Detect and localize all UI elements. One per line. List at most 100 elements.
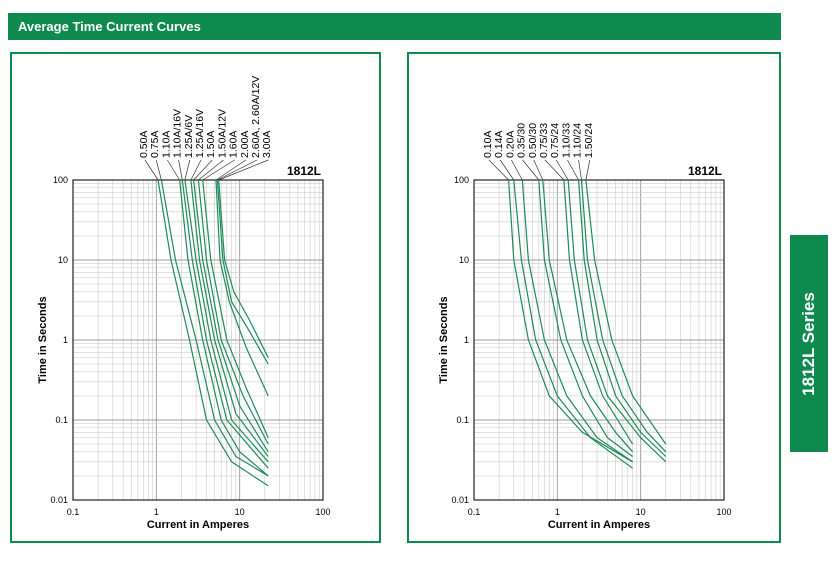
x-tick-label: 100 [716,507,731,517]
plot-frame [72,179,324,501]
label-leader-line [217,159,258,181]
series-label: 1.25A/16V [194,109,206,158]
series-label: 0.75A [149,131,161,158]
curve-1-10-24 [580,179,667,453]
label-leader-line [144,159,159,181]
x-tick-label: 1 [154,507,159,517]
label-leader-line [533,159,544,181]
x-axis-title: Current in Amperes [548,519,650,531]
y-tick-label: 1 [464,335,469,345]
chart-0: 0.1 1 10 100 100 10 1 0.1 0.01 Current in Amperes… [37,76,331,531]
label-leader-line [522,159,540,181]
curve-1-50-24 [585,179,667,445]
curve-1-60A [202,179,269,438]
x-tick-label: 0.1 [67,507,80,517]
curve-0-50A [157,179,269,487]
curve-1-25A-6V [184,179,269,463]
series-label: 1.10A [160,131,172,158]
series-label: 1.25A/6V [183,115,195,158]
curve-0-10A [508,179,633,463]
curve-2-60A-2-60A-12V [216,179,269,365]
y-tick-label: 10 [58,255,68,265]
chart-1: 0.1 1 10 100 100 10 1 0.1 0.01 Current in Amperes… [438,123,732,531]
series-label: 0.35/30 [516,123,528,158]
plot-frame [473,179,725,501]
curve-1-50A [193,179,269,453]
series-label: 1.50A/12V [216,109,228,158]
y-tick-label: 1 [63,335,68,345]
label-leader-line [167,159,180,181]
label-leader-line [567,159,579,181]
label-leader-line [488,159,509,181]
section-header: Average Time Current Curves [8,13,781,40]
y-tick-label: 0.01 [50,495,68,505]
chart-title: 1812L [688,164,722,178]
series-label: 0.10A [482,131,494,158]
series-label: 0.50A [138,131,150,158]
chart-title: 1812L [287,164,321,178]
curve-1-10A-16V [181,179,269,469]
label-leader-line [178,159,183,181]
label-leader-line [190,159,202,181]
label-leader-line [202,159,235,181]
right-chart-panel [407,52,781,543]
y-axis-title: Time in Seconds [37,296,49,383]
x-tick-label: 10 [636,507,646,517]
curve-0-20A [521,179,633,463]
series-label: 3.00A [261,131,273,158]
y-tick-label: 10 [459,255,469,265]
y-tick-label: 0.01 [451,495,469,505]
series-label: 0.14A [493,131,505,158]
y-tick-label: 0.1 [55,415,68,425]
label-leader-line [585,159,591,181]
label-leader-line [198,159,224,181]
label-leader-line [499,159,515,181]
curve-0-75A [160,179,269,477]
x-tick-label: 1 [555,507,560,517]
series-label: 1.10/33 [560,123,572,158]
curve-0-50-30 [542,179,634,453]
x-tick-label: 10 [235,507,245,517]
series-label: 1.60A [228,131,240,158]
series-label: 1.10/24 [572,123,584,158]
series-label: 1.50A [205,131,217,158]
curve-0-75-33 [563,179,634,445]
curve-0-75-24 [567,179,667,463]
y-tick-label: 0.1 [456,415,469,425]
series-label: 1.50/24 [583,123,595,158]
left-chart-panel [10,52,381,543]
curve-1-50A-12V [197,179,269,445]
label-leader-line [215,159,246,181]
curve-1-10A [179,179,269,477]
series-label: 0.75/24 [549,123,561,158]
series-label: 2.60A, 2.60A/12V [250,76,262,158]
series-label: 2.00A [239,131,251,158]
label-leader-line [511,159,523,181]
curve-2-00A [215,179,269,397]
y-axis-title: Time in Seconds [438,296,450,383]
series-side-tab: 1812L Series [790,235,828,452]
label-leader-line [155,159,162,181]
curve-0-14A [513,179,633,469]
curve-3-00A [218,179,269,358]
x-tick-label: 100 [315,507,330,517]
series-label: 1.10A/16V [172,109,184,158]
series-label: 0.75/33 [538,123,550,158]
curve-1-10-33 [578,179,667,457]
x-tick-label: 0.1 [468,507,481,517]
curve-0-35-30 [538,179,633,457]
label-leader-line [193,159,213,181]
label-leader-line [184,159,191,181]
x-axis-title: Current in Amperes [147,519,249,531]
label-leader-line [555,159,569,181]
y-tick-label: 100 [454,175,469,185]
label-leader-line [218,159,269,181]
label-leader-line [578,159,582,181]
y-tick-label: 100 [53,175,68,185]
series-label: 0.20A [504,131,516,158]
label-leader-line [544,159,565,181]
series-label: 0.50/30 [527,123,539,158]
curve-1-25A-16V [190,179,269,457]
